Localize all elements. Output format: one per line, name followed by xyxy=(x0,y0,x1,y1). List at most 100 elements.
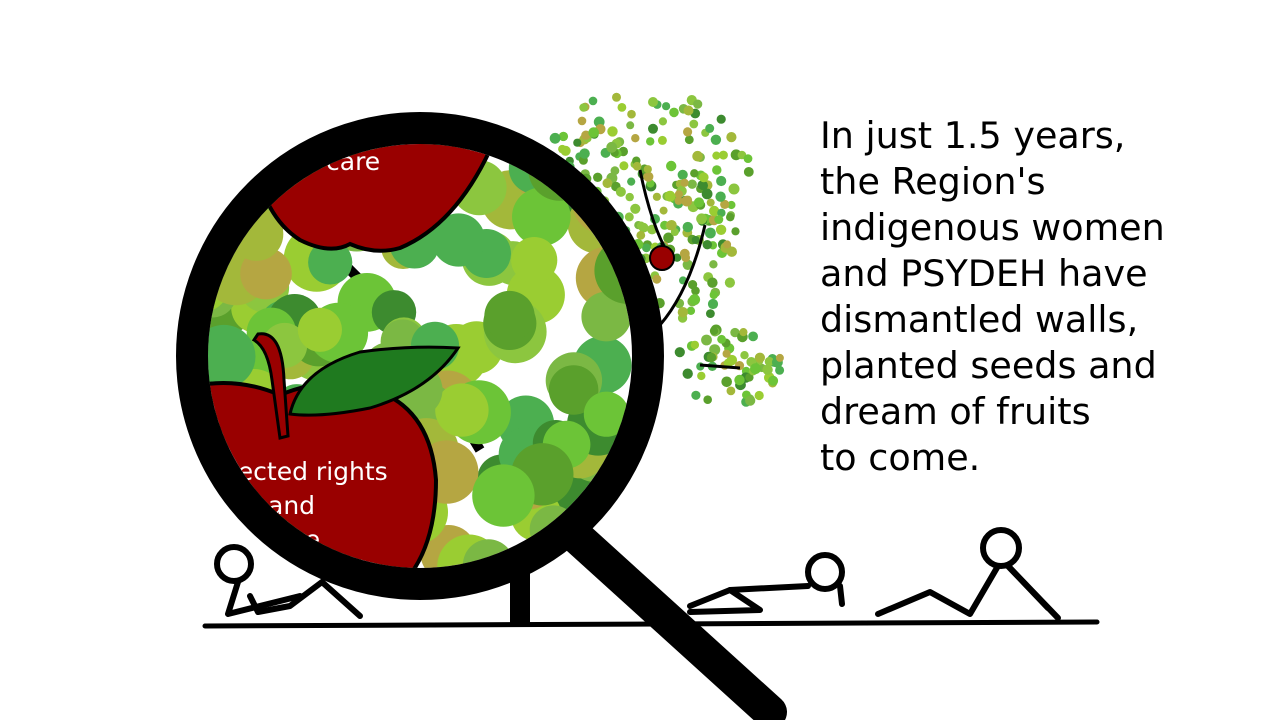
foliage-dot xyxy=(648,97,658,107)
foliage-dot xyxy=(690,169,699,178)
apple-stem xyxy=(251,332,290,440)
foliage-dot xyxy=(715,224,727,235)
foliage-dot xyxy=(625,192,634,202)
foliage-dot xyxy=(674,347,685,358)
foliage-dot xyxy=(624,212,634,222)
foliage-dot xyxy=(666,220,677,231)
foliage-dot xyxy=(768,375,779,386)
caption-line-6: planted seeds and xyxy=(820,344,1157,387)
foliage-dot xyxy=(754,352,766,363)
foliage-dot xyxy=(710,134,722,145)
magnified-foliage-dot xyxy=(431,213,486,267)
stick-figure-lying-middle xyxy=(687,552,845,615)
foliage-dot xyxy=(674,196,683,205)
foliage-dot xyxy=(717,334,726,344)
magnified-foliage-dot xyxy=(484,290,535,342)
foliage-dot xyxy=(707,277,718,288)
foliage-dot xyxy=(602,178,613,189)
foliage-dot xyxy=(657,135,667,145)
foliage-dot xyxy=(726,213,735,222)
foliage-dot xyxy=(560,145,571,156)
foliage-dot xyxy=(706,352,717,363)
foliage-dot xyxy=(662,102,671,111)
foliage-dot xyxy=(686,306,696,315)
foliage-dot xyxy=(712,165,722,175)
magnified-foliage-dot xyxy=(581,291,632,342)
foliage-dot xyxy=(666,160,677,172)
foliage-dot xyxy=(687,179,697,189)
foliage-dot xyxy=(707,298,719,310)
foliage-dot xyxy=(636,230,646,240)
magnified-foliage-dot xyxy=(240,247,292,300)
foliage-dot xyxy=(689,119,699,129)
foliage-dot xyxy=(701,188,713,200)
foliage-dot xyxy=(677,307,689,318)
foliage-dot xyxy=(617,103,627,112)
foliage-dot xyxy=(723,240,732,249)
foliage-dot xyxy=(679,248,690,259)
caption-line-1: In just 1.5 years, xyxy=(820,114,1126,157)
foliage-dot xyxy=(701,334,712,346)
foliage-dot xyxy=(691,390,701,400)
foliage-dot xyxy=(682,259,693,270)
foliage-dot xyxy=(693,99,703,109)
magnifier-rim xyxy=(176,112,664,600)
foliage-dot xyxy=(716,114,726,124)
foliage-dot xyxy=(696,213,707,225)
foliage-dot xyxy=(722,349,731,358)
foliage-dot xyxy=(750,363,761,375)
magnified-foliage-dot xyxy=(297,307,342,352)
foliage-dot xyxy=(745,395,756,406)
foliage-dot xyxy=(717,208,726,218)
foliage-dot xyxy=(573,138,582,147)
foliage-dot xyxy=(754,390,764,401)
foliage-dot xyxy=(693,197,705,208)
foliage-dot xyxy=(619,161,629,171)
foliage-dot xyxy=(764,356,774,367)
foliage-dot xyxy=(549,132,561,144)
foliage-dot xyxy=(731,227,740,236)
foliage-dot xyxy=(727,200,736,210)
foliage-dot xyxy=(709,260,718,269)
foliage-dot xyxy=(683,127,693,137)
foliage-dot xyxy=(716,175,727,187)
magnified-foliage-dot xyxy=(512,187,571,247)
foliage-dot xyxy=(740,351,749,360)
foliage-dot xyxy=(734,374,745,386)
foliage-dot xyxy=(684,135,694,145)
foliage-dot xyxy=(712,151,721,160)
foliage-dot xyxy=(745,373,754,382)
magnified-foliage-dot xyxy=(435,383,489,437)
foliage-dot xyxy=(672,253,682,262)
caption-text: In just 1.5 years, the Region's indigeno… xyxy=(820,113,1260,481)
foliage-dot xyxy=(669,107,679,118)
foliage-dot xyxy=(680,178,689,187)
foliage-dot xyxy=(775,353,784,362)
foliage-dot xyxy=(631,134,640,143)
foliage-dot xyxy=(627,109,636,119)
foliage-dot xyxy=(698,172,709,183)
foliage-dot xyxy=(579,148,590,159)
foliage-dot xyxy=(726,386,736,396)
foliage-dot xyxy=(674,190,684,199)
foliage-dot xyxy=(677,169,688,180)
foliage-dot xyxy=(627,177,636,186)
foliage-dot xyxy=(720,199,730,209)
foliage-dot xyxy=(682,221,693,233)
foliage-dot xyxy=(581,130,591,140)
foliage-dot xyxy=(718,150,728,160)
foliage-dot xyxy=(705,227,716,239)
foliage-dot xyxy=(593,172,603,182)
foliage-dot xyxy=(681,195,693,207)
foliage-dot xyxy=(643,171,654,182)
foliage-dot xyxy=(743,167,754,177)
foliage-dot xyxy=(652,274,662,284)
foliage-dot xyxy=(721,376,732,388)
foliage-dot xyxy=(682,368,693,379)
foliage-dot xyxy=(739,328,748,337)
foliage-dot xyxy=(706,309,715,318)
magnified-foliage-dot xyxy=(548,365,599,415)
caption-line-4: and PSYDEH have xyxy=(820,252,1148,295)
caption-line-3: indigenous women xyxy=(820,206,1165,249)
